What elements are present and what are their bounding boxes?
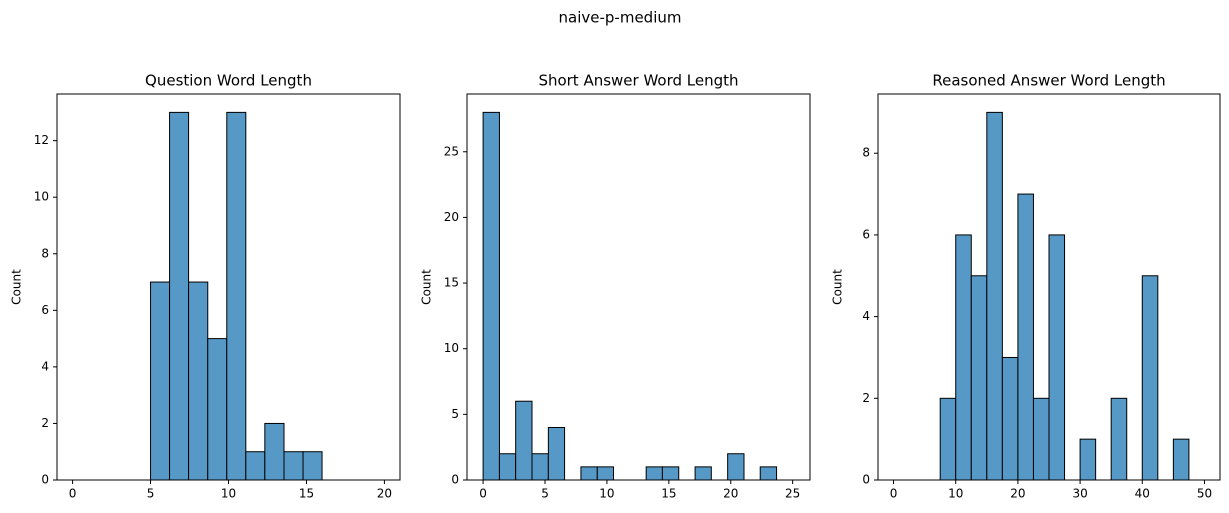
bar [1110,397,1128,481]
y-tick-label: 8 [41,246,49,260]
bar [1048,234,1066,481]
x-tick-label: 15 [299,487,314,501]
bar [245,451,266,481]
bar [1017,193,1034,481]
x-tick-label: 0 [890,487,898,501]
bar [1172,438,1190,481]
x-tick-label: 20 [723,487,738,501]
y-tick-label: 4 [41,359,49,373]
x-tick-label: 15 [661,487,676,501]
bar [694,466,712,481]
x-tick-label: 30 [1072,487,1087,501]
bar [939,397,957,481]
x-tick-label: 40 [1135,487,1150,501]
y-tick-label: 6 [862,227,870,241]
y-tick-label: 15 [444,276,459,290]
x-tick-label: 25 [785,487,800,501]
bar [1141,275,1159,481]
x-tick-label: 5 [541,487,549,501]
bar [498,453,517,481]
x-tick-label: 0 [69,487,77,501]
x-tick-label: 5 [147,487,155,501]
y-tick-label: 2 [862,391,870,405]
y-tick-label: 5 [451,407,459,421]
bar [283,451,304,481]
bar [169,111,190,481]
bar [580,466,598,481]
bar [970,275,988,481]
y-tick-label: 20 [444,210,459,224]
bar [645,466,663,481]
bar [482,111,500,481]
bar [226,111,247,481]
x-tick-label: 50 [1197,487,1212,501]
x-tick-label: 20 [1010,487,1025,501]
bar [150,281,171,481]
x-tick-label: 0 [479,487,487,501]
y-tick-label: 12 [34,133,49,147]
y-tick-label: 0 [451,473,459,487]
bar [1001,356,1019,481]
y-axis-label: Count [420,269,434,305]
y-axis-label: Count [831,269,845,305]
bar [759,466,778,481]
bar [531,453,549,481]
y-tick-label: 2 [41,416,49,430]
y-tick-label: 8 [862,146,870,160]
bar [207,338,228,481]
bar [264,422,285,481]
y-tick-label: 0 [41,473,49,487]
bar [1032,397,1050,481]
axes-title: Short Answer Word Length [538,72,738,90]
bar [661,466,680,481]
bar [515,400,533,481]
y-tick-label: 0 [862,473,870,487]
y-tick-label: 25 [444,144,459,158]
bar [727,453,745,481]
y-tick-label: 6 [41,303,49,317]
y-tick-label: 10 [34,190,49,204]
x-tick-label: 10 [599,487,614,501]
axes-title: Question Word Length [145,72,312,90]
bar [1079,438,1097,481]
x-tick-label: 20 [377,487,392,501]
bar [547,426,566,481]
bar [986,111,1003,481]
bar [955,234,972,481]
axes-title: Reasoned Answer Word Length [932,72,1165,90]
y-axis-label: Count [10,269,24,305]
figure-title: naive-p-medium [559,9,682,27]
bar [188,281,209,481]
x-tick-label: 10 [221,487,236,501]
y-tick-label: 4 [862,309,870,323]
axes-frame [466,93,811,481]
y-tick-label: 10 [444,341,459,355]
axes-frame [877,93,1221,481]
bar [302,451,323,481]
x-tick-label: 10 [948,487,963,501]
bar [596,466,614,481]
